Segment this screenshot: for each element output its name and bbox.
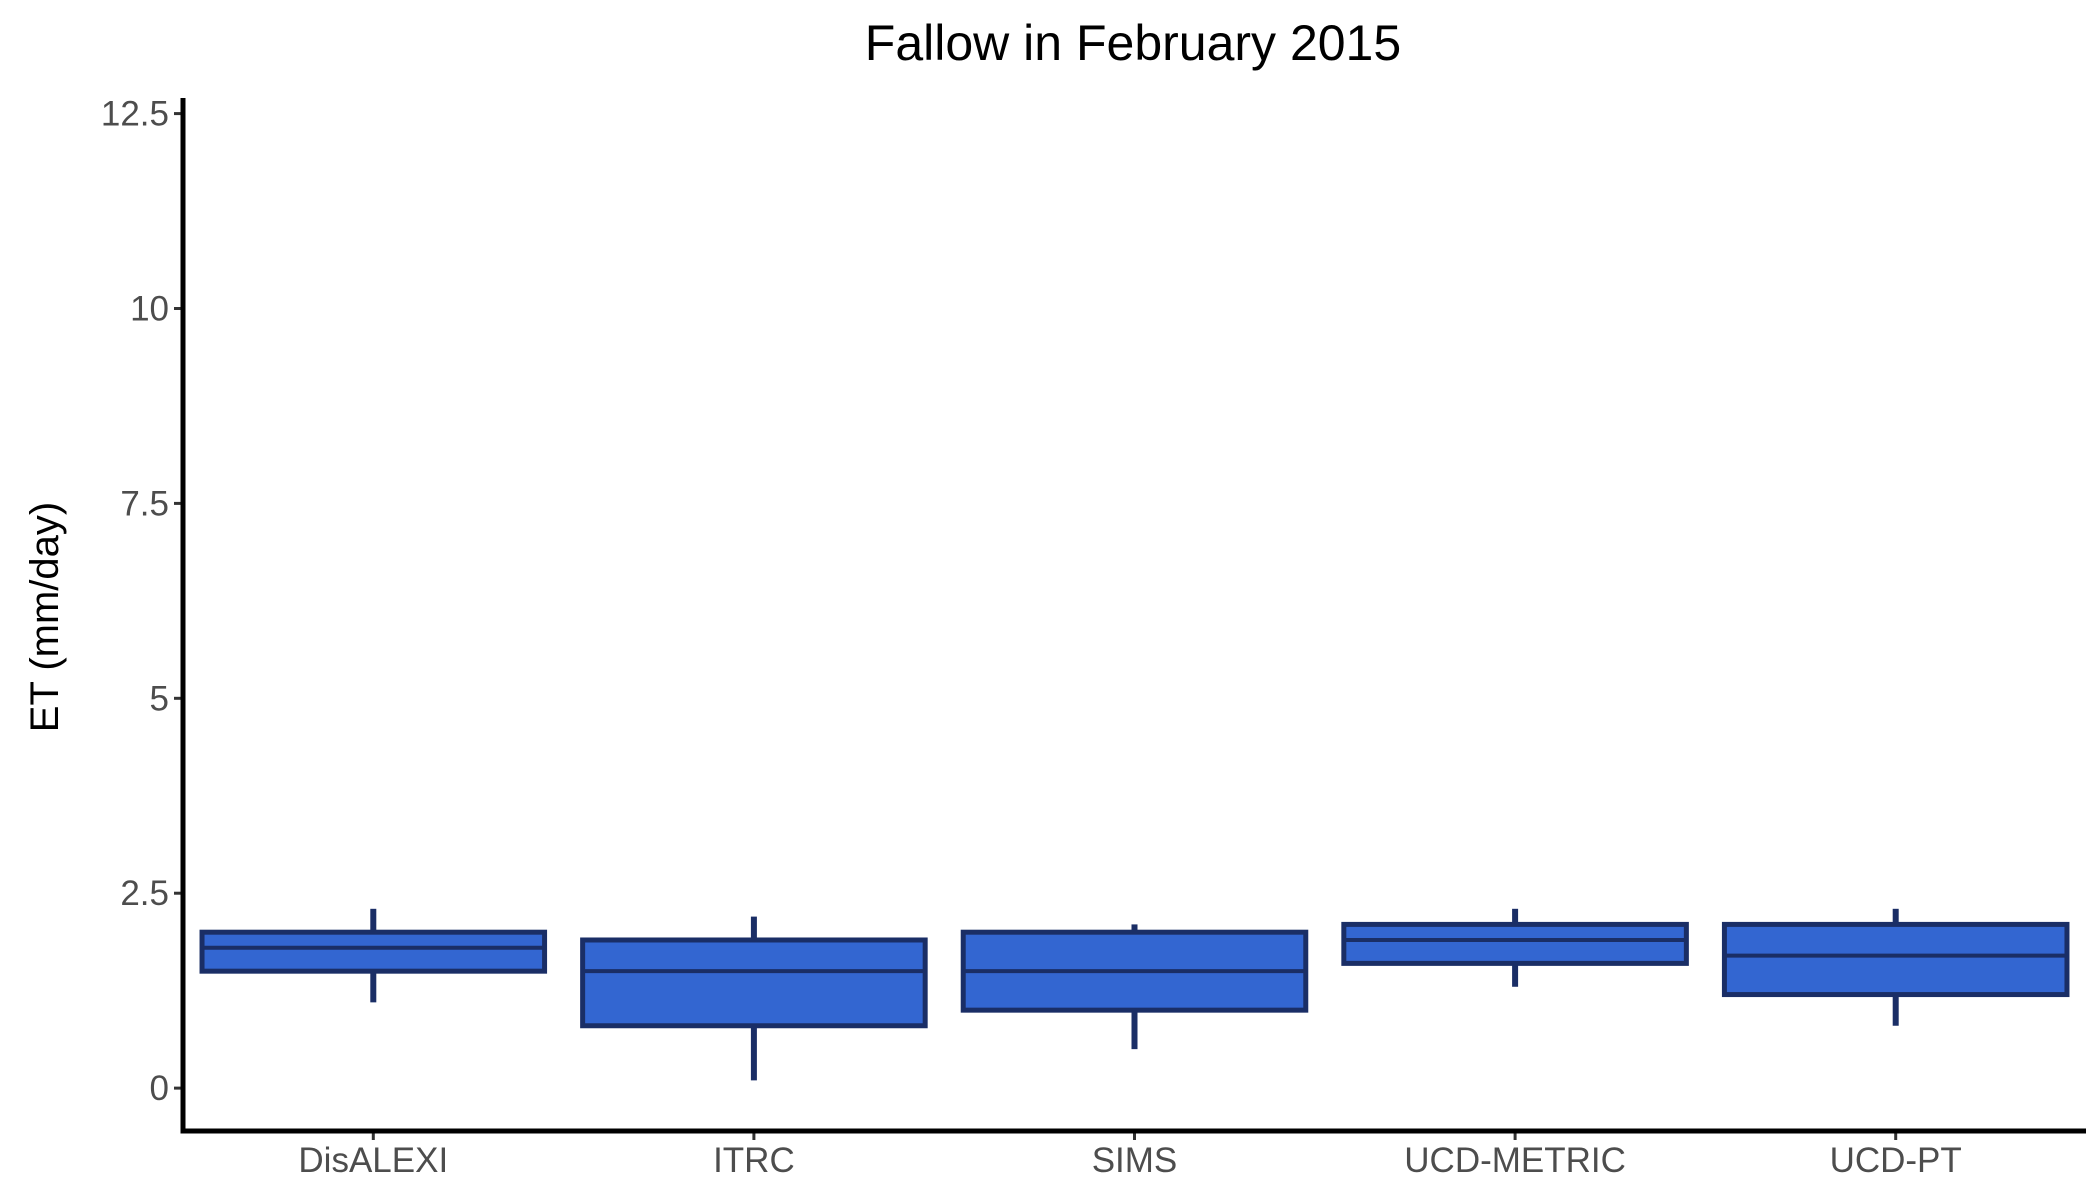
box-body: [199, 929, 548, 974]
box-series: [199, 908, 2070, 1081]
box-disalexi: [199, 908, 548, 1003]
y-tick-label: 5: [150, 679, 169, 718]
y-axis-ticks: 0 2.5 5 7.5 10 12.5: [101, 95, 183, 1108]
x-tick-label: ITRC: [713, 1141, 795, 1180]
y-tick-label: 10: [130, 289, 169, 328]
box-sims: [960, 924, 1309, 1050]
y-tick-label: 7.5: [120, 484, 169, 523]
box-body: [580, 937, 928, 1029]
box-ucd-metric: [1341, 908, 1689, 987]
chart-title: Fallow in February 2015: [865, 15, 1401, 71]
x-tick-label: UCD-PT: [1830, 1141, 1962, 1180]
y-axis-title: ET (mm/day): [23, 502, 67, 732]
box-ucd-pt: [1721, 908, 2070, 1026]
box-itrc: [580, 916, 928, 1081]
x-tick-label: SIMS: [1092, 1141, 1178, 1180]
x-tick-label: UCD-METRIC: [1404, 1141, 1626, 1180]
y-tick-label: 2.5: [120, 874, 169, 913]
box-body: [1721, 921, 2070, 998]
y-tick-label: 12.5: [101, 95, 169, 134]
x-tick-label: DisALEXI: [298, 1141, 448, 1180]
x-axis-ticks: DisALEXI ITRC SIMS UCD-METRIC UCD-PT: [298, 1131, 1962, 1180]
box-body: [1341, 921, 1689, 966]
y-tick-label: 0: [150, 1069, 169, 1108]
